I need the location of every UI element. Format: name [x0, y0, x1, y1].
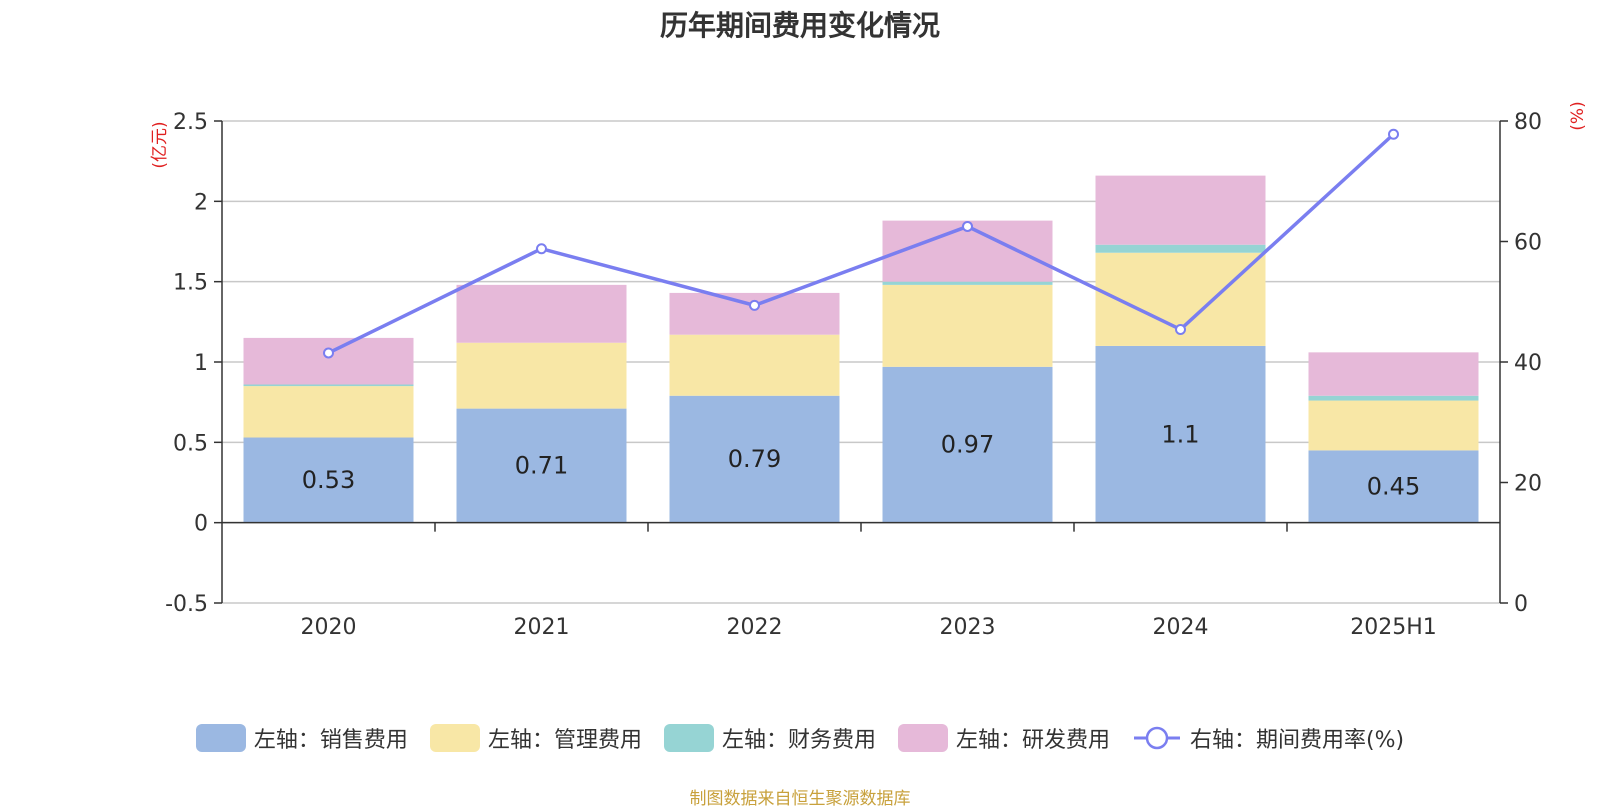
rate-point — [536, 243, 547, 255]
x-tick-label: 2021 — [514, 615, 570, 640]
legend-label: 左轴：管理费用 — [487, 728, 642, 753]
legend-item[interactable]: 左轴：销售费用 — [195, 722, 408, 754]
source-note: 制图数据来自恒生聚源数据库 — [689, 789, 911, 809]
bar-segment-3 — [1095, 244, 1266, 253]
x-tick-label: 2023 — [940, 615, 996, 640]
rate-point — [323, 347, 334, 359]
bar-segment-4 — [1308, 352, 1479, 396]
y-left-tick-label: 0.5 — [173, 431, 208, 456]
bar-value-label: 1.1 — [1161, 420, 1199, 448]
legend-item[interactable]: 右轴：期间费用率(%) — [1132, 722, 1404, 754]
y-right-tick-label: 0 — [1514, 592, 1528, 617]
y-right-tick-label: 40 — [1514, 351, 1542, 376]
y-left-tick-label: 2 — [194, 190, 208, 215]
x-tick-label: 2025H1 — [1350, 615, 1437, 640]
legend-swatch — [429, 724, 480, 752]
legend-label: 左轴：研发费用 — [955, 728, 1110, 753]
y-left-tick-label: 2.5 — [173, 110, 208, 135]
bar-segment-1 — [1308, 450, 1479, 523]
legend-item[interactable]: 左轴：财务费用 — [663, 722, 876, 754]
bar-segment-2 — [669, 334, 840, 396]
bar-segment-3 — [1308, 395, 1479, 401]
bar-segment-2 — [456, 342, 627, 409]
legend-swatch — [195, 724, 246, 752]
bar-segment-1 — [882, 366, 1053, 523]
rate-point — [1388, 128, 1399, 140]
bar-segment-3 — [882, 281, 1053, 285]
y-left-tick-label: 1 — [194, 351, 208, 376]
bar-segment-4 — [1095, 175, 1266, 245]
bar-segment-1 — [669, 395, 840, 523]
bar-value-label: 0.53 — [302, 466, 355, 494]
bar-segment-3 — [243, 384, 414, 387]
rate-line — [327, 132, 1395, 355]
bar-segment-4 — [243, 337, 414, 385]
bar-value-label: 0.79 — [728, 445, 781, 473]
legend-label: 左轴：销售费用 — [253, 728, 408, 753]
y-right-tick-label: 20 — [1514, 472, 1542, 497]
chart-canvas: 2.5 2 1.5 1 0.5 0 -0.5 80 60 40 20 0 (亿元) (%) 0.53 0.71… — [150, 101, 1588, 640]
legend-line-marker — [1133, 726, 1180, 750]
chart-title: 历年期间费用变化情况 — [659, 9, 940, 42]
rate-point — [749, 299, 760, 311]
rate-point — [962, 220, 973, 232]
bar-value-label: 0.45 — [1367, 473, 1420, 501]
bar-segment-2 — [1308, 400, 1479, 451]
legend-label: 右轴：期间费用率(%) — [1189, 728, 1405, 753]
y-left-tick-label: -0.5 — [165, 592, 208, 617]
legend: 左轴：销售费用 左轴：管理费用 左轴：财务费用 左轴：研发费用 右轴：期间费用率(%) — [0, 722, 1600, 754]
legend-label: 左轴：财务费用 — [721, 728, 876, 753]
bar-segment-1 — [456, 408, 627, 523]
y-left-tick-label: 1.5 — [173, 271, 208, 296]
bar-segment-1 — [1095, 345, 1266, 523]
y-left-tick-label: 0 — [194, 512, 208, 537]
bar-segment-1 — [243, 437, 414, 523]
y-right-axis-label: (%) — [1568, 101, 1588, 130]
x-tick-label: 2024 — [1153, 615, 1209, 640]
bar-segment-4 — [669, 292, 840, 335]
bar-value-label: 0.97 — [941, 431, 994, 459]
legend-item[interactable]: 左轴：研发费用 — [897, 722, 1110, 754]
y-right-tick-label: 80 — [1514, 110, 1542, 135]
bar-segment-4 — [456, 284, 627, 343]
legend-swatch — [897, 724, 948, 752]
y-right-tick-label: 60 — [1514, 231, 1542, 256]
legend-swatch — [663, 724, 714, 752]
rate-point — [1175, 323, 1186, 335]
bar-segment-2 — [882, 284, 1053, 367]
x-tick-label: 2022 — [727, 615, 783, 640]
y-left-axis-label: (亿元) — [150, 121, 170, 168]
bar-value-label: 0.71 — [515, 452, 568, 480]
x-tick-label: 2020 — [301, 615, 357, 640]
legend-item[interactable]: 左轴：管理费用 — [429, 722, 642, 754]
bar-segment-2 — [243, 386, 414, 438]
